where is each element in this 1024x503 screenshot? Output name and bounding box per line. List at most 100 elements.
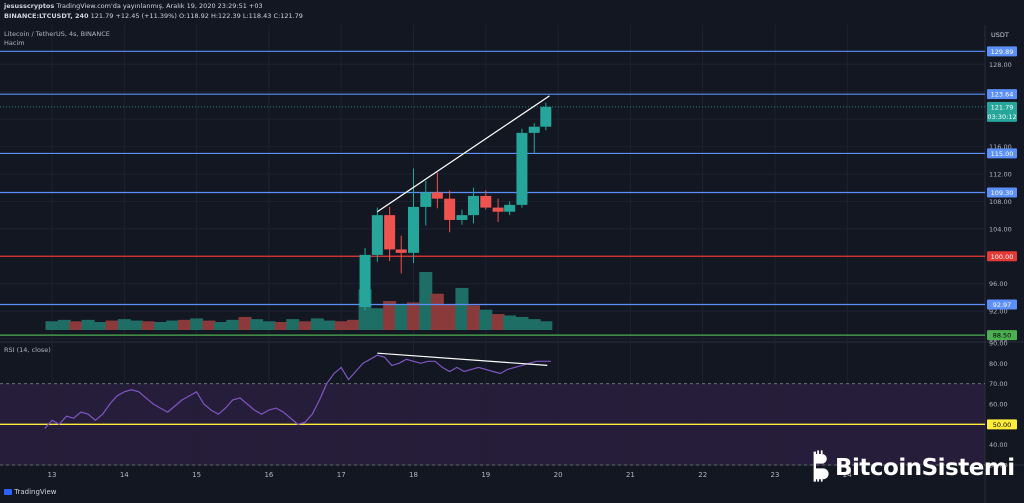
level-tag-bg — [987, 148, 1017, 159]
volume-bar — [286, 319, 300, 330]
candle-body — [444, 198, 456, 220]
tv-icon — [4, 489, 12, 495]
volume-bar — [57, 319, 71, 330]
volume-bar — [527, 319, 541, 330]
level-tag-bg — [987, 330, 1017, 341]
volume-bar — [45, 321, 59, 330]
level-tag: 100.00 — [991, 253, 1014, 261]
rsi-tick-label: 70.00 — [989, 380, 1008, 388]
volume-bar — [419, 272, 433, 330]
level-tag-bg — [987, 187, 1017, 198]
bitcoin-logo — [813, 450, 829, 482]
volume-bar — [238, 316, 252, 330]
volume-bar — [491, 314, 505, 330]
volume-bar — [274, 322, 288, 330]
ohlc-values: O:118.92 H:122.39 L:118.43 C:121.79 — [178, 12, 303, 20]
countdown-tag: 03:30:12 — [987, 113, 1016, 121]
level-tag: 115.00 — [991, 150, 1014, 158]
level-tag: 123.64 — [991, 91, 1014, 99]
pair-title: Litecoin / TetherUS, 4s, BINANCE — [4, 30, 110, 38]
volume-bar — [81, 319, 95, 330]
candle-body — [420, 192, 432, 207]
rsi-tick-label: 90.00 — [989, 340, 1008, 348]
y-tick-label: 92.00 — [989, 308, 1008, 316]
level-tag-bg — [987, 299, 1017, 310]
volume-bar — [153, 322, 167, 330]
x-tick-label: 13 — [48, 471, 57, 479]
candle-body — [456, 215, 468, 220]
candle-body — [492, 207, 504, 212]
volume-bar — [322, 320, 336, 330]
volume-bar — [226, 319, 240, 330]
candle-body — [540, 106, 552, 127]
x-tick-label: 23 — [771, 471, 780, 479]
rsi-line — [44, 354, 551, 429]
x-tick-label: 17 — [337, 471, 346, 479]
volume-bar — [250, 319, 264, 330]
volume-bar — [213, 322, 227, 330]
rsi-tick-label: 30.00 — [989, 462, 1008, 470]
candle-body — [395, 249, 407, 253]
volume-bar — [177, 319, 191, 330]
y-tick-label: 112.00 — [989, 171, 1012, 179]
y-tick-label: 108.00 — [989, 198, 1012, 206]
volume-bar — [407, 302, 420, 330]
currency-label: USDT — [991, 31, 1009, 39]
volume-bar — [515, 316, 529, 330]
trendline — [377, 95, 550, 213]
level-tag-bg — [987, 251, 1017, 262]
volume-bar — [479, 309, 493, 330]
volume-bar — [467, 305, 481, 330]
tv-brand: TradingView — [14, 488, 57, 496]
x-tick-label: 15 — [192, 471, 201, 479]
rsi-tick-label: 60.00 — [989, 401, 1008, 409]
x-tick-label: 24 — [843, 471, 852, 479]
volume-label: Hacim — [4, 39, 25, 47]
rsi-tag-bg — [987, 419, 1017, 430]
level-tag: 92.97 — [993, 301, 1012, 309]
rsi-tick-label: 80.00 — [989, 360, 1008, 368]
level-tag-bg — [987, 89, 1017, 100]
last-price-tag: 121.79 — [991, 103, 1014, 111]
level-tag: 109.30 — [991, 189, 1014, 197]
last-price: 121.79 — [90, 12, 114, 20]
author-name[interactable]: jesusscryptos — [4, 2, 55, 10]
candle-body — [408, 206, 419, 253]
volume-bar — [346, 319, 360, 330]
volume-bar — [455, 287, 469, 330]
rsi-label: RSI (14, close) — [4, 346, 51, 354]
volume-bar — [93, 322, 107, 330]
watermark-text: BitcoinSistemi — [835, 455, 1015, 481]
level-tag: 129.89 — [991, 48, 1014, 56]
ticker-row: BINANCE:LTCUSDT, 240 121.79 +12.45 (+11.… — [4, 12, 303, 20]
volume-bar — [190, 318, 204, 330]
volume-bar — [141, 321, 155, 330]
rsi-level-tag: 50.00 — [993, 421, 1012, 429]
candle-body — [468, 195, 480, 216]
volume-bar — [262, 321, 276, 330]
candle-body — [384, 215, 396, 250]
publish-info: jesusscryptos TradingView.com'da yayınla… — [4, 2, 263, 10]
volume-bar — [105, 320, 119, 330]
volume-bar — [370, 308, 384, 330]
candle-body — [371, 215, 383, 255]
candle-body — [516, 132, 528, 205]
y-tick-label: 116.00 — [989, 143, 1012, 151]
x-tick-label: 14 — [120, 471, 129, 479]
volume-bar — [202, 320, 216, 330]
rsi-divergence-line — [377, 352, 548, 366]
symbol[interactable]: BINANCE:LTCUSDT, 240 — [4, 12, 89, 20]
x-tick-label: 18 — [409, 471, 418, 479]
price-change: +12.45 (+11.39%) — [115, 12, 177, 20]
x-tick-label: 19 — [481, 471, 490, 479]
volume-bar — [166, 320, 180, 330]
tradingview-logo[interactable]: TradingView — [4, 488, 57, 496]
candle-body — [528, 126, 540, 133]
last-price-tag-bg — [987, 101, 1017, 122]
volume-bar — [383, 301, 397, 330]
candle-body — [431, 192, 443, 199]
volume-bar — [539, 321, 553, 330]
volume-bar — [69, 321, 83, 330]
x-tick-label: 20 — [554, 471, 563, 479]
